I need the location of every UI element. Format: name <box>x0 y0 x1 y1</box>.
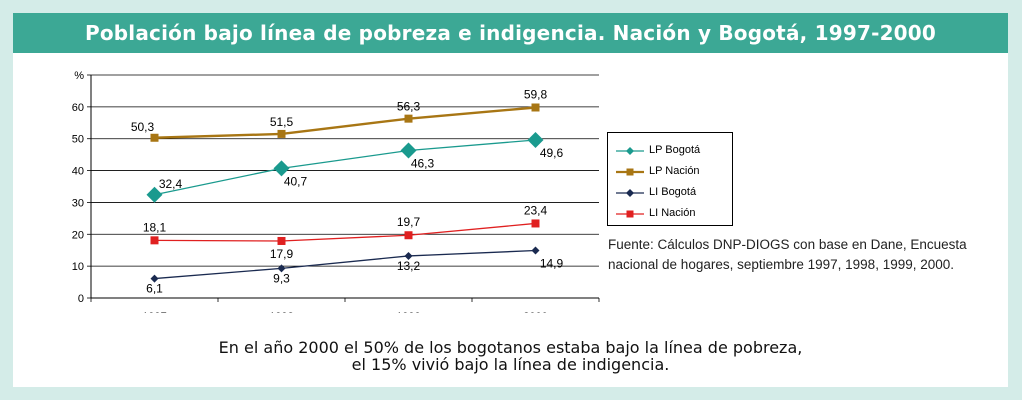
data-label-li-nacion: 23,4 <box>524 203 548 217</box>
caption-line-2: el 15% vivió bajo la línea de indigencia… <box>351 355 670 374</box>
legend-marker <box>626 210 634 218</box>
data-point-li-nacion <box>150 236 159 245</box>
data-label-lp-nacion: 59,8 <box>524 87 548 101</box>
source-line-2: nacional de hogares, septiembre 1997, 19… <box>608 257 955 272</box>
data-point-li-nacion <box>531 219 540 228</box>
data-label-lp-nacion: 50,3 <box>131 120 155 134</box>
x-tick-label: 1997 <box>142 311 166 313</box>
series-line-li-nacion <box>154 222 536 242</box>
data-point-lp-nacion <box>150 133 159 142</box>
legend-item: LP Bogotá <box>614 141 732 161</box>
data-label-li-nacion: 19,7 <box>397 215 421 229</box>
data-label-li-bogota: 6,1 <box>146 282 163 296</box>
series-line-lp-nacion <box>154 106 536 139</box>
data-label-lp-bogota: 49,6 <box>540 146 564 160</box>
data-point-li-bogota <box>277 264 286 273</box>
data-label-lp-bogota: 40,7 <box>284 174 308 188</box>
y-tick-label: 0 <box>78 293 84 305</box>
legend: LP Bogotá LP Nación LI Bogotá LI Nación <box>607 132 733 226</box>
chart-panel: Población bajo línea de pobreza e indige… <box>13 13 1008 387</box>
x-tick-label: 1999 <box>396 311 420 313</box>
chart-caption: En el año 2000 el 50% de los bogotanos e… <box>13 339 1008 373</box>
legend-swatch <box>616 147 644 155</box>
legend-item: LP Nación <box>614 162 732 182</box>
legend-swatch <box>616 189 644 197</box>
legend-swatch <box>616 168 644 176</box>
data-point-li-bogota <box>531 246 540 255</box>
y-tick-label: 30 <box>72 197 84 209</box>
source-line-1: Fuente: Cálculos DNP-DIOGS con base en D… <box>608 237 967 252</box>
data-point-lp-nacion <box>277 129 286 138</box>
chart-title: Población bajo línea de pobreza e indige… <box>13 13 1008 53</box>
source-note: Fuente: Cálculos DNP-DIOGS con base en D… <box>608 235 988 275</box>
data-label-lp-nacion: 51,5 <box>270 115 294 129</box>
legend-marker <box>626 189 634 197</box>
x-tick-label: 2000 <box>523 311 547 313</box>
data-label-li-nacion: 18,1 <box>143 220 167 234</box>
y-tick-label: 10 <box>72 261 84 273</box>
y-tick-label: 20 <box>72 229 84 241</box>
data-point-li-nacion <box>404 231 413 240</box>
data-label-lp-nacion: 56,3 <box>397 100 421 114</box>
y-tick-label: 60 <box>72 102 84 114</box>
data-point-lp-bogota <box>400 142 417 159</box>
x-tick-label: 1998 <box>269 311 293 313</box>
legend-label: LP Bogotá <box>649 144 701 156</box>
series-line-li-bogota <box>154 249 536 280</box>
series-line-lp-bogota <box>154 139 536 196</box>
y-axis-label: % <box>74 70 84 82</box>
y-tick-label: 40 <box>72 166 84 178</box>
data-point-li-bogota <box>150 274 159 283</box>
data-point-lp-nacion <box>404 114 413 123</box>
legend-label: LP Nación <box>649 165 700 177</box>
data-label-lp-bogota: 46,3 <box>411 157 435 171</box>
y-tick-label: 50 <box>72 134 84 146</box>
data-label-li-bogota: 13,2 <box>397 259 421 273</box>
data-point-li-nacion <box>277 236 286 245</box>
caption-line-1: En el año 2000 el 50% de los bogotanos e… <box>218 338 803 357</box>
data-point-lp-nacion <box>531 103 540 112</box>
legend-label: LI Nación <box>649 207 696 219</box>
legend-label: LI Bogotá <box>649 186 697 198</box>
legend-item: LI Nación <box>614 204 732 224</box>
legend-item: LI Bogotá <box>614 183 732 203</box>
legend-marker <box>626 147 634 155</box>
data-point-lp-bogota <box>146 186 163 203</box>
line-chart: 0 10 20 30 40 50 60% 1997 1998 1999 2000 32,4 40,7 46… <box>72 70 600 313</box>
data-point-lp-bogota <box>527 131 544 148</box>
data-label-li-bogota: 14,9 <box>540 257 564 271</box>
data-point-li-bogota <box>404 251 413 260</box>
data-label-li-bogota: 9,3 <box>273 271 290 285</box>
legend-swatch <box>616 210 644 218</box>
legend-marker <box>626 168 634 176</box>
data-label-lp-bogota: 32,4 <box>159 177 183 191</box>
data-point-lp-bogota <box>273 160 290 177</box>
data-label-li-nacion: 17,9 <box>270 247 294 261</box>
